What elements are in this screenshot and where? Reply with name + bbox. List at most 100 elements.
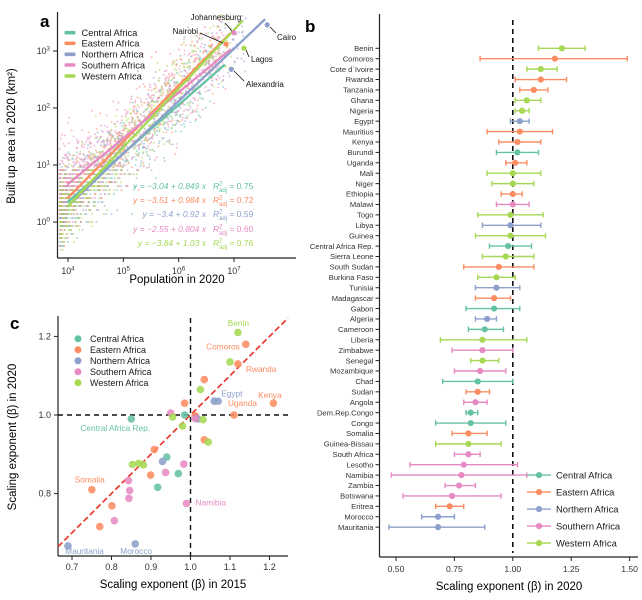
legend-glyph-central — [535, 472, 543, 479]
country-label: Liberia — [351, 335, 375, 344]
scatter-point — [226, 358, 234, 366]
legend-glyph-southern — [535, 523, 543, 530]
regression-line-northern — [66, 18, 266, 208]
beta-point — [509, 170, 516, 177]
country-label: Mauritania — [338, 523, 374, 532]
regression-line-southern — [66, 48, 232, 186]
country-label: Niger — [355, 179, 374, 188]
scatter-point — [180, 460, 188, 468]
beta-point — [493, 274, 500, 281]
panel-a-letter: a — [40, 12, 50, 31]
equation-southern: y = −2.55 + 0.804 x — [132, 224, 207, 234]
legend-label-central: Central Africa — [82, 28, 139, 38]
legend-glyph-western — [535, 540, 543, 547]
country-label: Namibia — [346, 471, 375, 480]
legend-label-southern: Southern Africa — [556, 520, 621, 531]
country-label: Botswana — [340, 492, 374, 501]
legend-label-central: Central Africa — [90, 334, 144, 344]
beta-point — [476, 367, 484, 375]
beta-point — [509, 180, 516, 187]
beta-point — [505, 242, 512, 250]
legend-label-eastern: Eastern Africa — [90, 345, 146, 355]
country-row-niger: Niger — [355, 179, 535, 188]
country-row-morocco: Morocco — [344, 512, 456, 521]
panel-c-x-tick: 0.7 — [66, 562, 79, 572]
country-label: Morocco — [344, 512, 373, 521]
panel-b-xaxis-title: Scaling exponent (β) in 2020 — [436, 581, 583, 593]
r2adj-western: R2 adj = 0.76 — [213, 238, 254, 251]
beta-point — [479, 336, 486, 343]
city-label: Lagos — [251, 55, 273, 64]
country-label: Comoros — [343, 54, 374, 63]
beta-point — [502, 253, 509, 260]
point-label: Comoros — [206, 341, 240, 351]
country-label: Kenya — [352, 138, 374, 147]
scatter-point — [150, 445, 158, 454]
country-label: Zimbabwe — [338, 346, 373, 355]
legend-swatch-northern — [64, 52, 76, 57]
beta-point — [495, 263, 502, 271]
panel-c-x-tick: 0.8 — [105, 562, 118, 572]
beta-point — [481, 326, 488, 333]
country-row-rwanda: Rwanda — [346, 75, 568, 84]
panel-a-x-tick: 104 — [61, 266, 75, 276]
legend-label-western: Western Africa — [82, 71, 143, 81]
country-label: Egypt — [354, 117, 374, 126]
beta-point — [460, 461, 467, 468]
country-label: Eritrea — [351, 502, 374, 511]
scatter-point — [153, 483, 162, 492]
country-row-burkina-faso: Burkina Faso — [329, 273, 516, 282]
beta-point — [530, 86, 537, 94]
legend-label-northern: Northern Africa — [82, 50, 145, 60]
beta-point — [434, 513, 442, 520]
scatter-point — [158, 457, 167, 466]
panel-b-x-tick: 0.50 — [388, 564, 405, 574]
legend-glyph-northern — [535, 506, 543, 513]
beta-point — [474, 378, 481, 385]
panel-a-x-tick: 105 — [117, 266, 131, 276]
panel-a-xaxis-title: Population in 2020 — [129, 274, 224, 286]
city-pointer-line — [269, 26, 277, 34]
country-row-somalia: Somalia — [346, 429, 488, 438]
point-label: Egypt — [221, 389, 243, 399]
country-label: South Africa — [333, 450, 375, 459]
city-point-alexandria — [228, 66, 234, 72]
country-row-botswana: Botswana — [340, 492, 502, 501]
beta-point — [479, 347, 486, 354]
scatter-point-kenya — [269, 399, 278, 408]
country-row-kenya: Kenya — [352, 138, 542, 147]
city-point-johannesburg — [231, 30, 237, 36]
legend-dot-western — [74, 379, 82, 387]
beta-point — [537, 66, 544, 73]
beta-point — [455, 482, 463, 489]
panel-a-regression-lines — [66, 18, 266, 208]
country-label: South Sudan — [330, 263, 374, 272]
panel-c-y-tick: 1.0 — [38, 410, 51, 420]
panel-c-letter: c — [10, 314, 19, 333]
scatter-point — [196, 385, 205, 394]
country-row-cameroon: Cameroon — [338, 325, 505, 334]
scatter-point — [178, 422, 187, 430]
country-row-tanzania: Tanzania — [343, 86, 549, 95]
country-label: Malawi — [350, 200, 374, 209]
country-label: Congo — [351, 419, 373, 428]
beta-point — [523, 97, 530, 104]
beta-point — [507, 222, 514, 229]
r2adj-northern: R2 adj = 0.59 — [213, 209, 254, 222]
country-row-libya: Libya — [355, 221, 542, 230]
panel-b-letter: b — [305, 17, 315, 36]
scatter-point — [128, 460, 137, 469]
city-pointer-line — [224, 22, 233, 32]
scatter-point-mauritania — [64, 542, 72, 550]
beta-point — [472, 399, 479, 406]
beta-point — [434, 524, 442, 531]
panel-c-y-tick: 1.2 — [38, 331, 51, 341]
panel-b-x-tick: 1.00 — [504, 564, 521, 574]
city-pointer-line — [245, 49, 250, 58]
scatter-point-uganda — [230, 411, 238, 419]
country-label: Angola — [350, 398, 374, 407]
country-row-egypt: Egypt — [354, 117, 530, 126]
legend-swatch-southern — [64, 63, 76, 67]
country-label: Guinea-Bissau — [324, 440, 374, 449]
country-row-senegal: Senegal — [346, 356, 500, 365]
